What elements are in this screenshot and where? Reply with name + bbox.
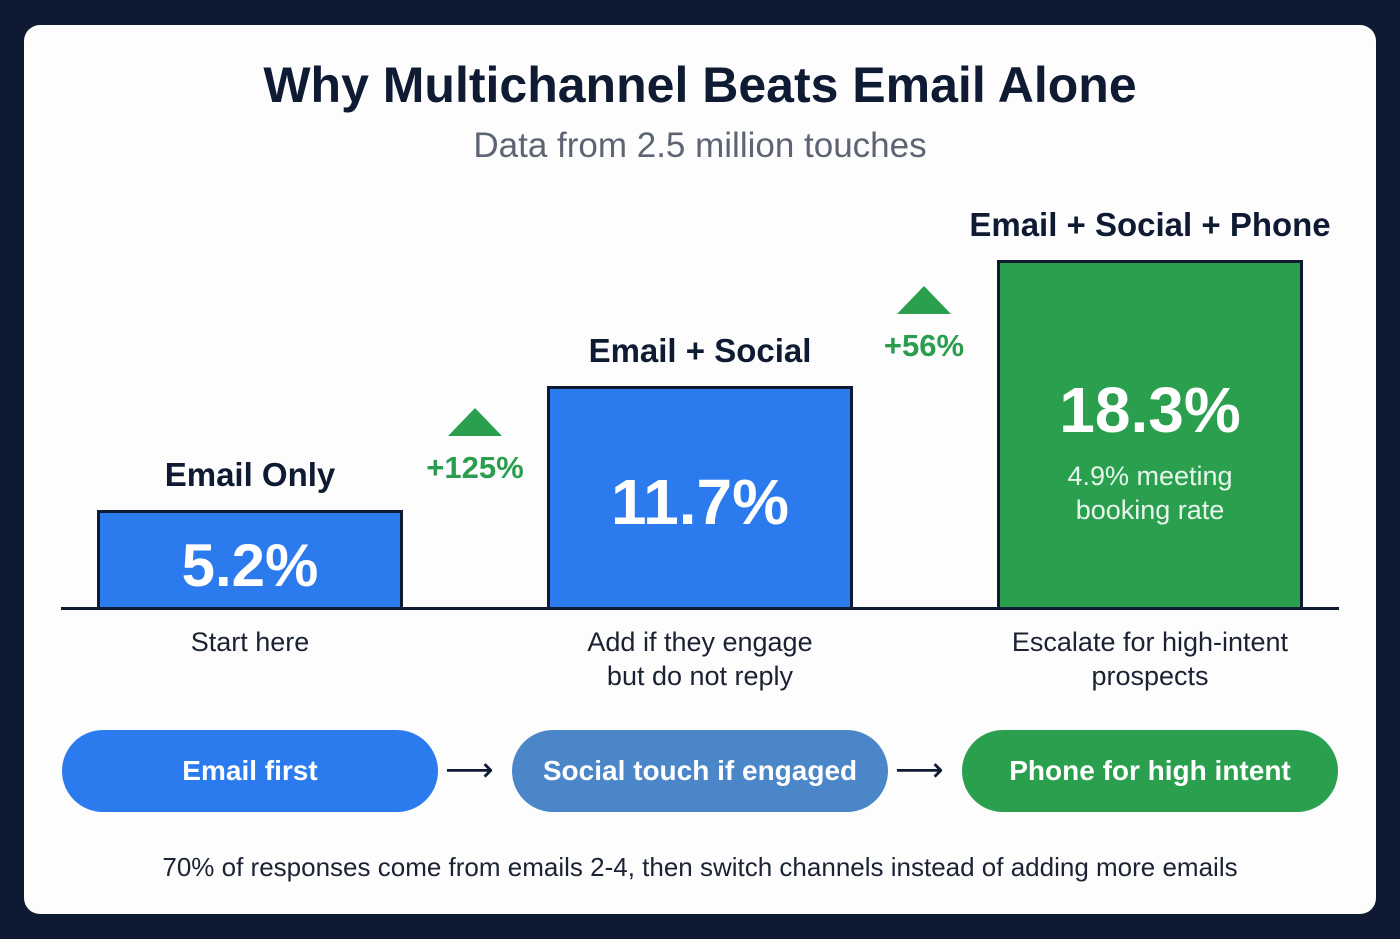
bar-note: Escalate for high-intent prospects (1011, 627, 1289, 691)
up-triangle-icon (448, 408, 502, 436)
up-triangle-icon (897, 286, 951, 314)
bar-category-label: Email + Social (588, 332, 812, 370)
baseline-axis (61, 607, 1339, 610)
growth-indicator: +125% (405, 408, 545, 486)
bar-value-label: 18.3% (1059, 374, 1241, 447)
arrow-right-icon: ⟶ (895, 751, 944, 789)
flow-step-3: Phone for high intent (962, 730, 1338, 812)
bar-value-label: 11.7% (611, 466, 789, 539)
growth-label: +125% (426, 450, 524, 485)
bar-category-label: Email + Social + Phone (969, 206, 1331, 244)
bar-3: 18.3% 4.9% meeting booking rate (997, 260, 1303, 609)
footer-note: 70% of responses come from emails 2-4, t… (162, 852, 1238, 882)
growth-indicator: +56% (854, 286, 994, 364)
bar-1: 5.2% (97, 509, 403, 609)
bar-note: Start here (190, 627, 310, 657)
bar-note: Add if they engage but do not reply (587, 627, 813, 691)
flow-step-2: Social touch if engaged (512, 730, 888, 812)
chart-subtitle: Data from 2.5 million touches (473, 126, 927, 165)
arrow-right-icon: ⟶ (445, 751, 494, 789)
growth-label: +56% (883, 328, 965, 363)
bar-value-label: 5.2% (181, 531, 319, 599)
bar-category-label: Email Only (164, 455, 336, 493)
bar-2: 11.7% (547, 386, 853, 609)
bar-secondary-label: 4.9% meeting booking rate (1067, 461, 1233, 526)
chart-title: Why Multichannel Beats Email Alone (263, 57, 1137, 113)
flow-step-1: Email first (62, 730, 438, 812)
